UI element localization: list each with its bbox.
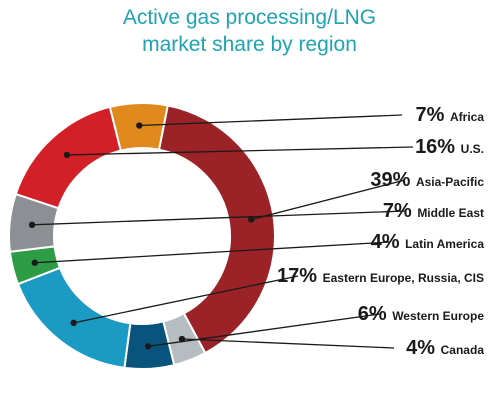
slice-label: 6% Western Europe: [358, 303, 485, 325]
slice-percent: 4%: [371, 231, 405, 253]
slice-asia-pacific: [157, 104, 276, 355]
slice-label: 17% Eastern Europe, Russia, CIS: [277, 265, 484, 287]
slice-name: U.S.: [461, 142, 484, 156]
leader-dot: [248, 216, 255, 223]
slice-percent: 16%: [415, 136, 461, 158]
slice-percent: 7%: [383, 200, 417, 222]
leader-line: [251, 179, 406, 221]
chart-title-line-2: market share by region: [142, 33, 357, 56]
slice-eastern-europe-russia-cis: [16, 266, 132, 369]
slice-percent: 6%: [358, 303, 392, 325]
leader-line: [181, 338, 395, 349]
slice-name: Africa: [450, 110, 484, 124]
leader-line: [32, 210, 407, 226]
leader-dot: [31, 259, 38, 266]
slice-label: 7% Africa: [416, 104, 485, 126]
slice-percent: 17%: [277, 265, 323, 287]
slice-name: Middle East: [417, 206, 484, 220]
leader-dot: [28, 221, 36, 229]
slice-label: 16% U.S.: [415, 136, 484, 158]
slice-percent: 7%: [416, 104, 450, 126]
slice-percent: 39%: [370, 169, 416, 191]
slice-label: 4% Canada: [406, 337, 484, 359]
slice-name: Canada: [441, 343, 485, 357]
leader-dot: [70, 319, 77, 327]
leader-line: [73, 275, 299, 324]
slice-label: 39% Asia-Pacific: [370, 169, 484, 191]
slice-percent: 4%: [406, 337, 440, 359]
leader-line: [148, 313, 381, 347]
leader-dot: [178, 335, 186, 343]
chart-title: Active gas processing/LNG market share b…: [0, 4, 499, 58]
leader-line: [34, 241, 391, 264]
leader-dot: [144, 343, 152, 350]
slice-name: Eastern Europe, Russia, CIS: [323, 271, 484, 285]
slice-label: 7% Middle East: [383, 200, 484, 222]
chart-title-line-1: Active gas processing/LNG: [122, 6, 377, 29]
slice-label: 4% Latin America: [371, 231, 485, 253]
leader-dot: [63, 151, 71, 159]
slice-name: Latin America: [405, 237, 484, 251]
slice-name: Asia-Pacific: [416, 175, 484, 189]
leader-dot: [136, 122, 143, 129]
leader-line: [139, 114, 403, 127]
leader-line: [66, 146, 414, 156]
slice-name: Western Europe: [392, 309, 484, 323]
